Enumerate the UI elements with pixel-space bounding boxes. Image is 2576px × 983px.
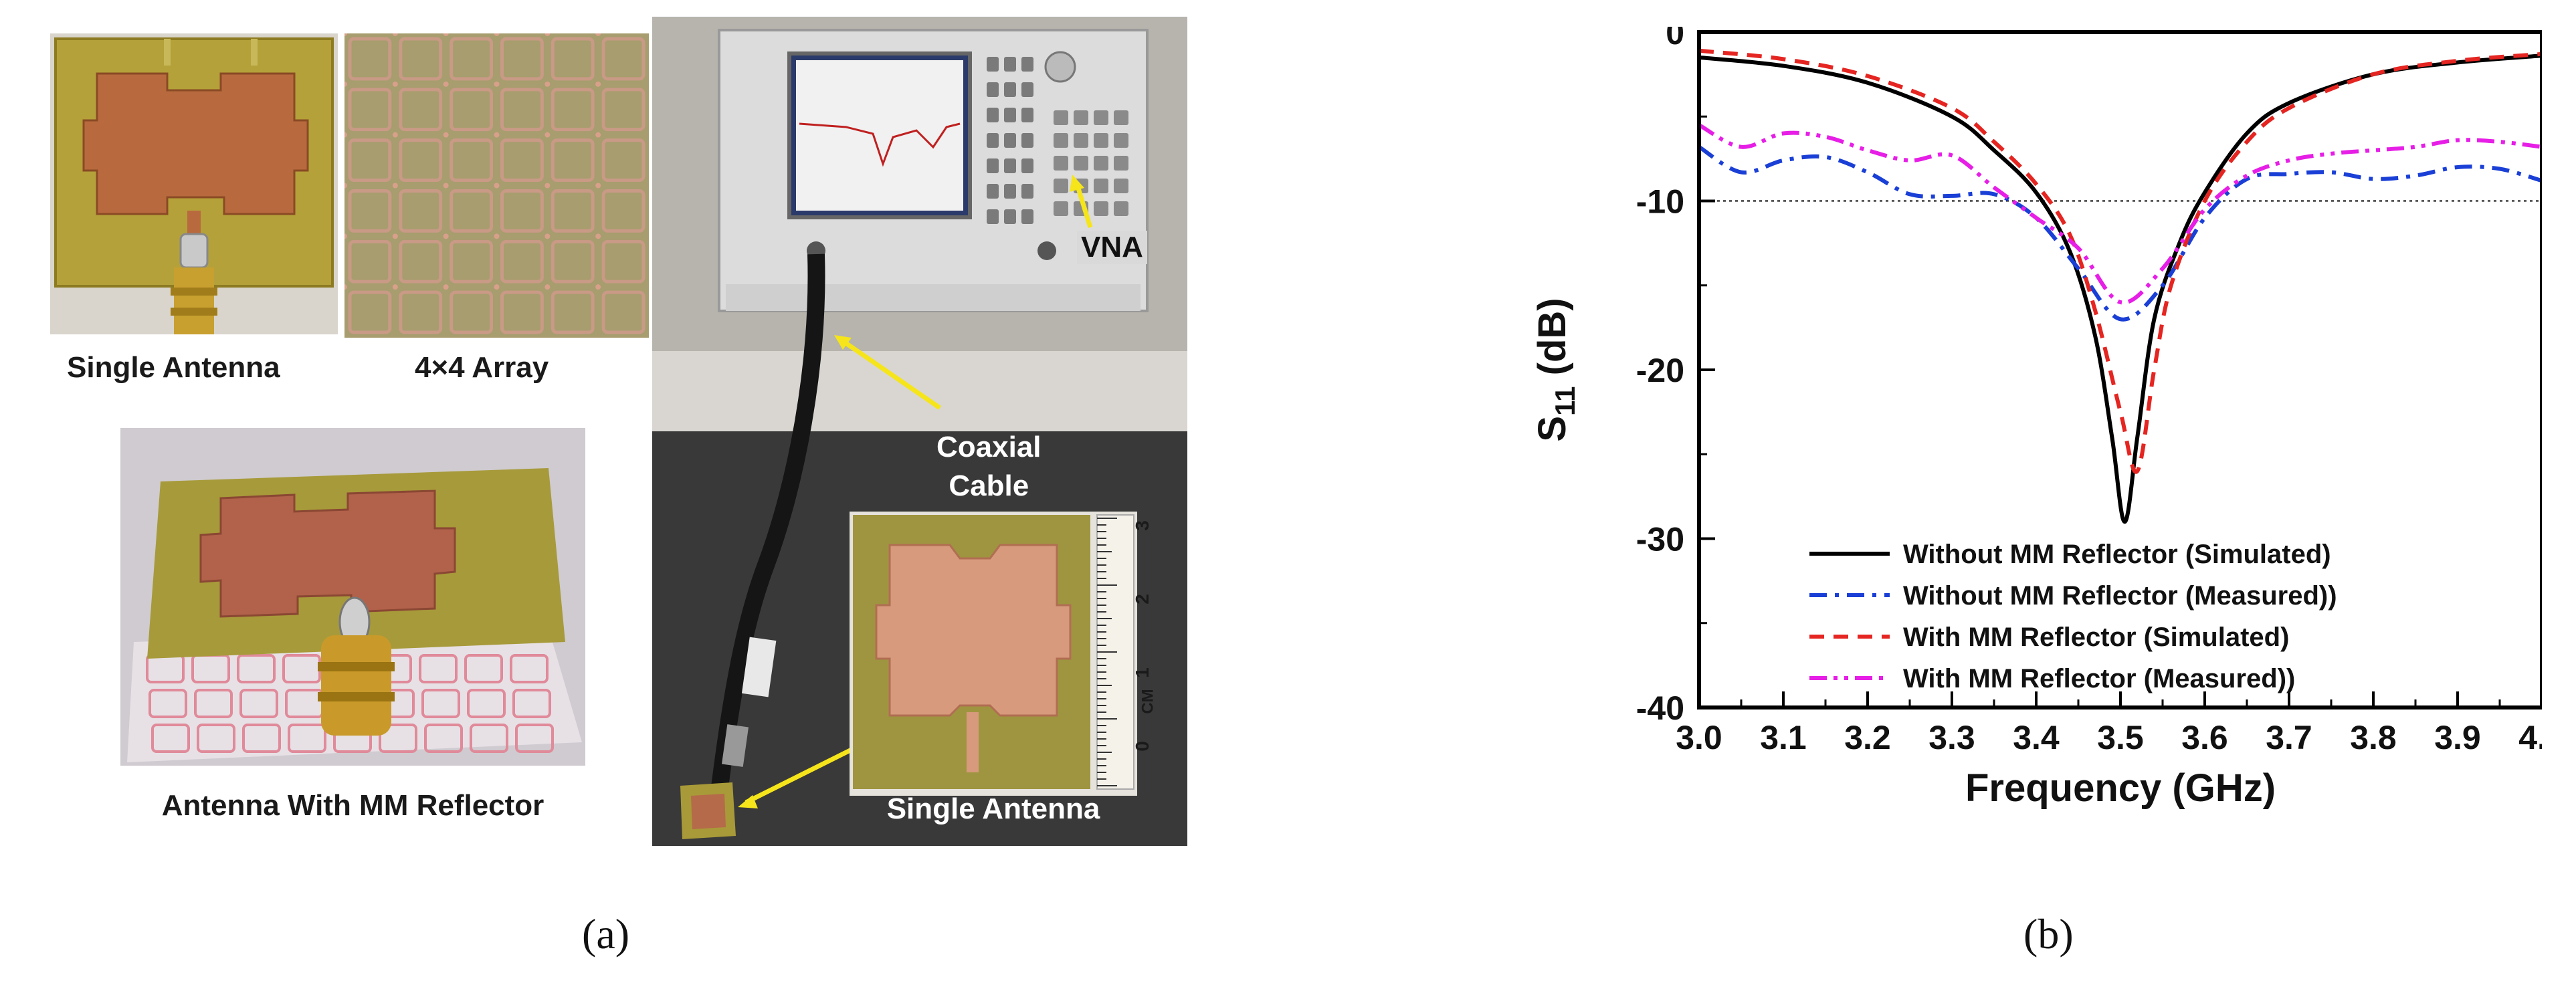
legend-label-2: Without MM Reflector (Measured)) [1903, 581, 2337, 611]
series-line-4 [1698, 123, 2542, 305]
x-tick-label: 4.0 [2518, 719, 2542, 756]
label-array: 4×4 Array [415, 351, 549, 384]
y-tick-label: 0 [1666, 27, 1684, 51]
caption-a: (a) [582, 910, 630, 958]
mm-reflector-photo [120, 428, 585, 766]
series-line-3 [1698, 48, 2542, 474]
ruler-label-cm: CM [1138, 689, 1157, 714]
ruler-label-3: 3 [1131, 520, 1153, 531]
x-tick-label: 3.8 [2350, 719, 2397, 756]
ruler-label-2: 2 [1131, 594, 1153, 605]
x-tick-label: 3.9 [2434, 719, 2481, 756]
legend-label-3: With MM Reflector (Simulated) [1903, 623, 2289, 652]
caption-b: (b) [2023, 910, 2074, 958]
x-tick-label: 3.2 [1844, 719, 1891, 756]
plot-frame [1697, 30, 2542, 709]
y-axis-title: S11 (dB) [1530, 298, 1581, 441]
y-tick-label: -20 [1636, 352, 1684, 389]
x-tick-label: 3.3 [1928, 719, 1975, 756]
array-photo [344, 33, 649, 338]
label-coax-cable: Coaxial Cable [936, 431, 1042, 502]
label-mm-reflector: Antenna With MM Reflector [161, 789, 544, 822]
y-tick-label: -10 [1636, 183, 1684, 221]
x-tick-label: 3.5 [2097, 719, 2144, 756]
legend-label-1: Without MM Reflector (Simulated) [1903, 540, 2331, 569]
label-single-antenna: Single Antenna [67, 351, 280, 384]
ruler-label-1: 1 [1131, 667, 1153, 678]
x-tick-label: 3.7 [2266, 719, 2312, 756]
x-tick-label: 3.0 [1676, 719, 1722, 756]
x-tick-label: 3.1 [1760, 719, 1807, 756]
label-vna: VNA [1077, 231, 1147, 264]
s11-chart: 3.0 3.1 3.2 3.3 3.4 3.5 3.6 3.7 3.8 3.9 4.0 0 -10 -20… [1530, 27, 2542, 810]
vna-setup-photo [652, 17, 1187, 846]
x-axis-title: Frequency (GHz) [1965, 766, 2276, 810]
ruler-label-0: 0 [1131, 741, 1153, 752]
series-line-2 [1698, 145, 2542, 322]
legend-label-4: With MM Reflector (Measured)) [1903, 664, 2295, 693]
single-antenna-photo [50, 33, 338, 334]
x-tick-label: 3.6 [2181, 719, 2228, 756]
y-tick-label: -40 [1636, 689, 1684, 727]
x-tick-label: 3.4 [2013, 719, 2060, 756]
series-line-1 [1698, 53, 2542, 524]
label-single-antenna-inset: Single Antenna [886, 792, 1100, 825]
y-tick-label: -30 [1636, 521, 1684, 558]
